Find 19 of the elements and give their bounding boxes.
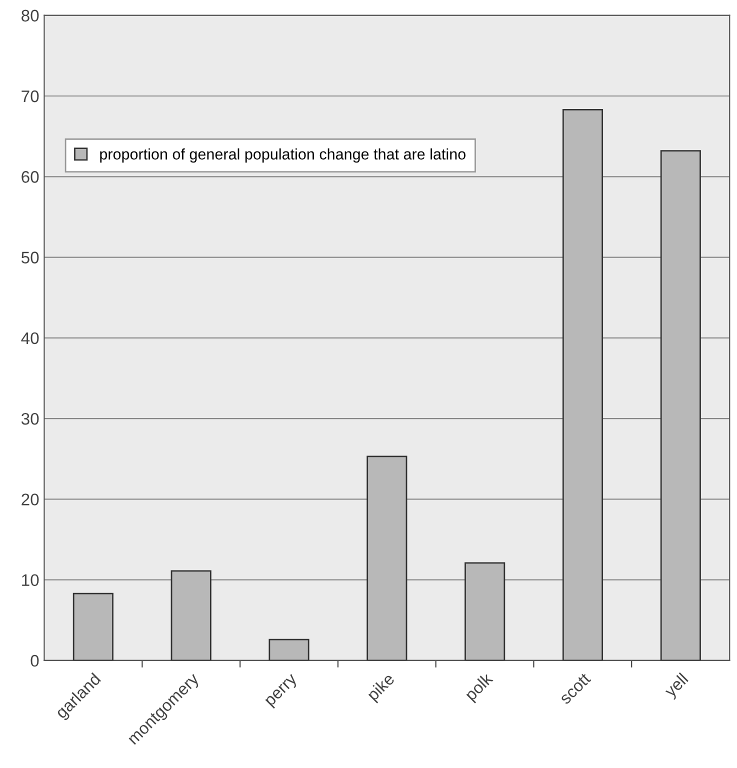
legend-label: proportion of general population change that are latino xyxy=(100,148,466,163)
bar xyxy=(464,562,506,660)
y-tick-label: 20 xyxy=(22,494,39,506)
y-tick-label: 80 xyxy=(22,10,39,22)
y-tick-label: 10 xyxy=(22,574,39,586)
y-tick-label: 50 xyxy=(21,252,39,264)
bar xyxy=(170,570,212,660)
y-tick-label: 60 xyxy=(22,171,39,183)
x-tick-label: pike xyxy=(366,672,398,704)
bar xyxy=(660,150,701,660)
bar xyxy=(366,456,408,660)
y-tick-label: 30 xyxy=(21,412,39,425)
x-tick-label: yell xyxy=(663,672,691,700)
y-tick-label: 0 xyxy=(30,654,39,667)
y-tick-label: 40 xyxy=(21,332,39,344)
bar xyxy=(72,592,114,660)
y-tick-label: 70 xyxy=(22,90,39,102)
bar xyxy=(268,638,310,660)
bar xyxy=(562,109,604,660)
